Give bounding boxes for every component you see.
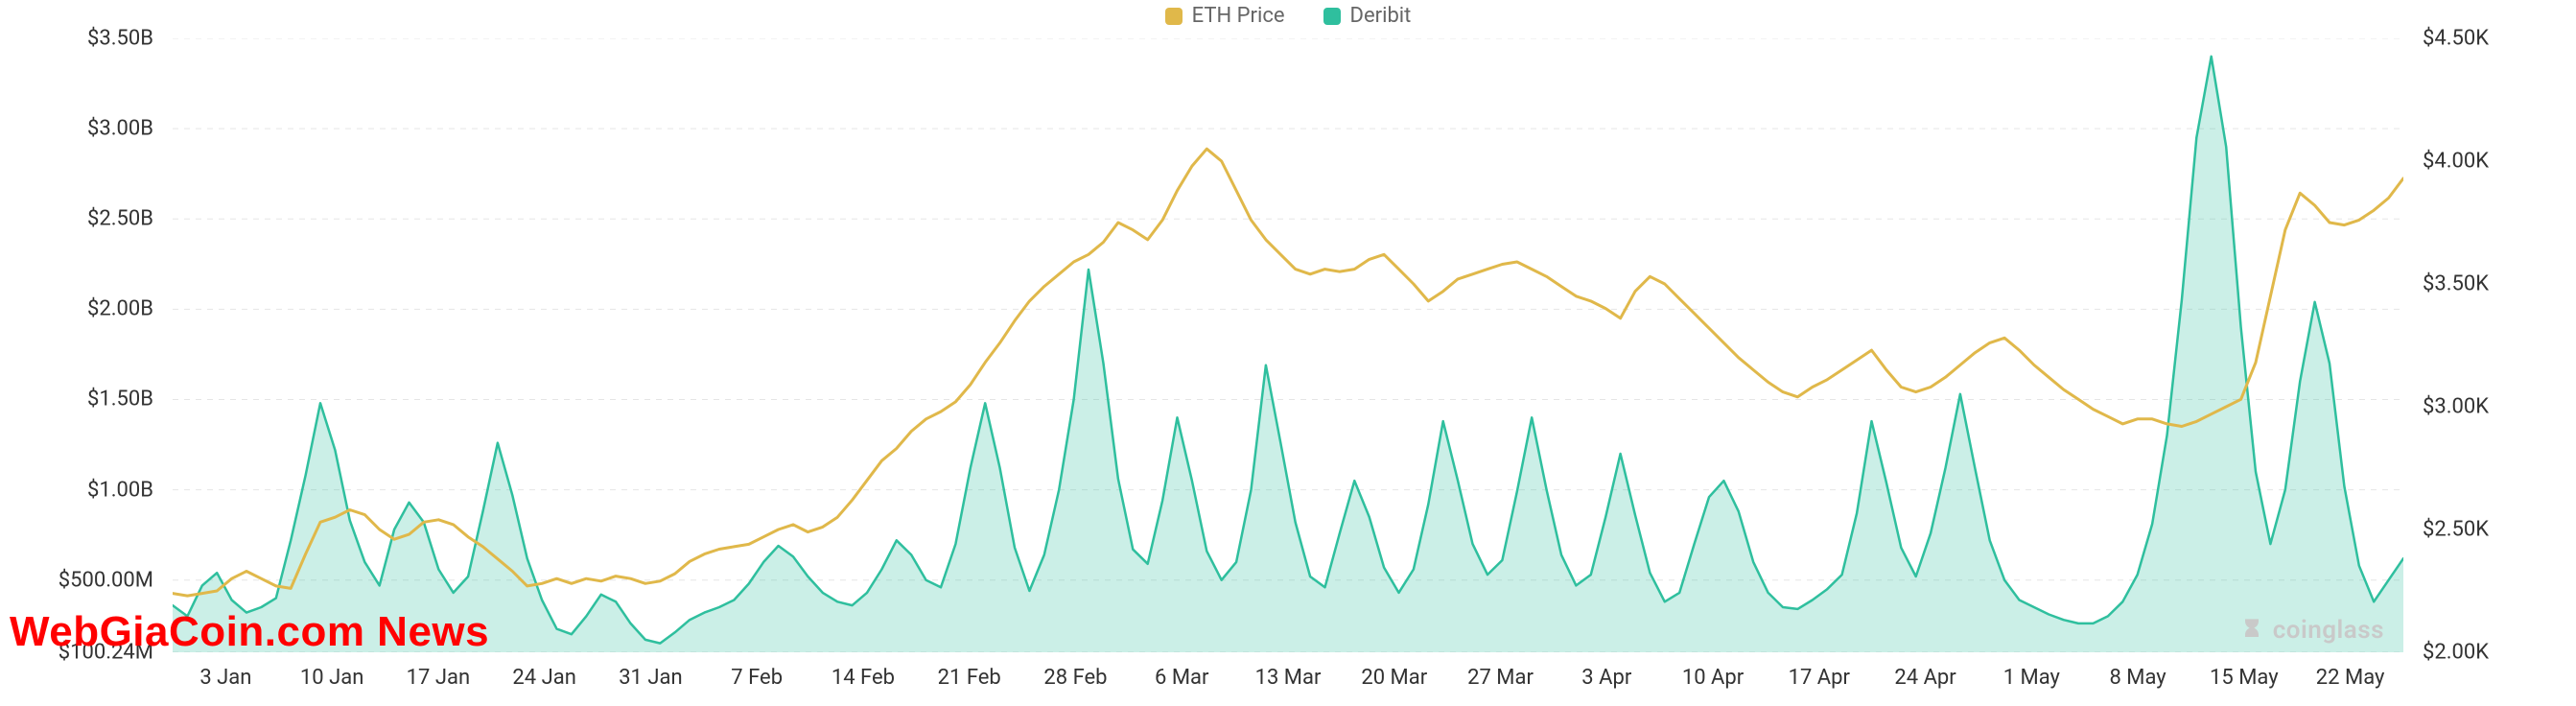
deribit-area: [173, 57, 2403, 652]
x-tick: 3 Jan: [199, 666, 251, 690]
x-tick: 27 Mar: [1467, 666, 1534, 690]
chart-container: ETH Price Deribit $100.24M$500.00M$1.00B…: [0, 0, 2576, 706]
y-axis-right: $2.00K$2.50K$3.00K$3.50K$4.00K$4.50K: [2413, 38, 2576, 652]
y-right-tick: $4.50K: [2413, 27, 2576, 51]
y-right-tick: $3.00K: [2413, 395, 2576, 419]
y-left-tick: $3.00B: [0, 117, 163, 141]
x-tick: 17 Jan: [407, 666, 470, 690]
x-tick: 28 Feb: [1043, 666, 1107, 690]
y-right-tick: $2.50K: [2413, 518, 2576, 542]
legend-item-eth-price[interactable]: ETH Price: [1165, 4, 1285, 28]
y-left-tick: $1.00B: [0, 478, 163, 502]
x-tick: 20 Mar: [1361, 666, 1427, 690]
y-right-tick: $2.00K: [2413, 641, 2576, 665]
x-tick: 10 Jan: [300, 666, 363, 690]
x-axis: 3 Jan 10 Jan 17 Jan 24 Jan 31 Jan 7 Feb 14 Feb…: [173, 658, 2403, 706]
x-tick: 24 Jan: [512, 666, 575, 690]
legend: ETH Price Deribit: [0, 4, 2576, 28]
y-left-tick: $500.00M: [0, 568, 163, 592]
watermark-source: coinglass: [2238, 616, 2384, 645]
y-axis-left: $100.24M$500.00M$1.00B$1.50B$2.00B$2.50B…: [0, 38, 163, 652]
watermark-main: WebGiaCoin.com News: [10, 608, 489, 656]
x-tick: 24 Apr: [1894, 666, 1955, 690]
x-tick: 17 Apr: [1789, 666, 1850, 690]
x-tick: 13 Mar: [1255, 666, 1322, 690]
plot-svg: [173, 38, 2403, 652]
x-tick: 22 May: [2316, 666, 2385, 690]
x-tick: 10 Apr: [1682, 666, 1744, 690]
legend-swatch-deribit: [1323, 8, 1341, 25]
x-tick: 6 Mar: [1155, 666, 1208, 690]
x-tick: 21 Feb: [938, 666, 1001, 690]
x-tick: 31 Jan: [619, 666, 682, 690]
y-left-tick: $3.50B: [0, 27, 163, 51]
x-tick: 14 Feb: [831, 666, 895, 690]
x-tick: 1 May: [2003, 666, 2060, 690]
x-tick: 3 Apr: [1581, 666, 1631, 690]
plot-area: [173, 38, 2403, 652]
legend-swatch-eth-price: [1165, 8, 1183, 25]
y-right-tick: $4.00K: [2413, 150, 2576, 174]
y-left-tick: $2.50B: [0, 207, 163, 231]
legend-label-eth-price: ETH Price: [1192, 4, 1285, 28]
y-left-tick: $1.50B: [0, 388, 163, 412]
hourglass-icon: [2238, 617, 2265, 644]
legend-item-deribit[interactable]: Deribit: [1323, 4, 1412, 28]
x-tick: 15 May: [2210, 666, 2279, 690]
y-left-tick: $2.00B: [0, 297, 163, 321]
watermark-source-label: coinglass: [2273, 616, 2384, 645]
x-tick: 7 Feb: [731, 666, 783, 690]
y-right-tick: $3.50K: [2413, 272, 2576, 296]
legend-label-deribit: Deribit: [1350, 4, 1412, 28]
x-tick: 8 May: [2109, 666, 2166, 690]
